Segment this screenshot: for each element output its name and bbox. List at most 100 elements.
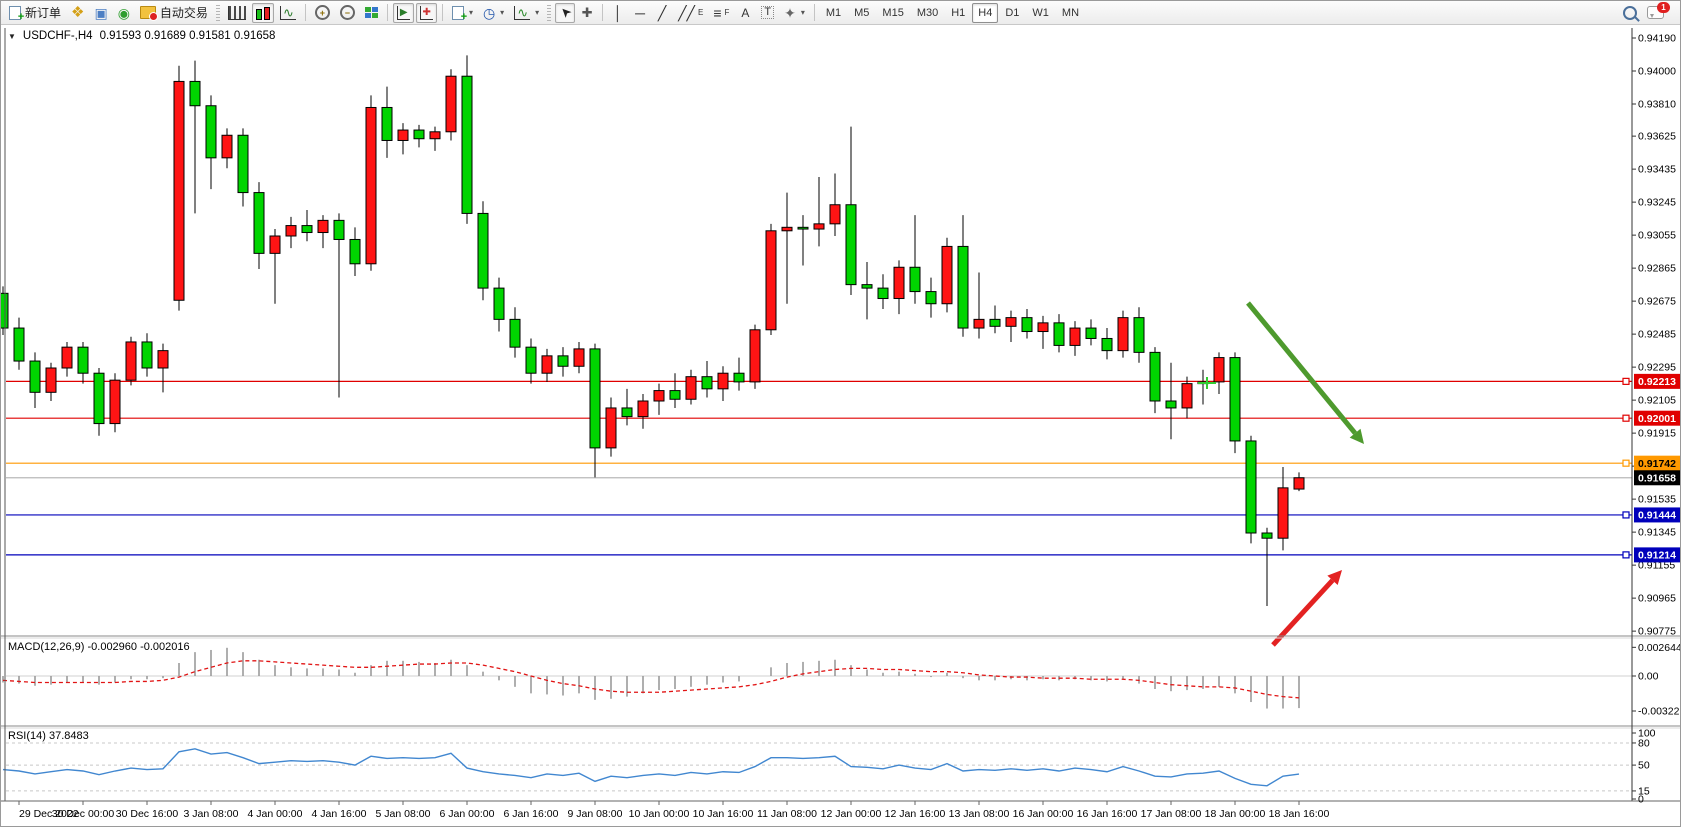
toolbar: + 新订单 ❖ ▣ ◉ 自动交易 ∿ + − ▶ ✚ + ▾ ◷ ▾ ∿ ▾ xyxy=(1,1,1680,25)
line-chart-button[interactable]: ∿ xyxy=(276,3,300,23)
notifications-button[interactable]: 1 xyxy=(1643,2,1670,23)
crosshair-tool-button[interactable]: ✚ xyxy=(577,3,597,23)
svg-text:0.92001: 0.92001 xyxy=(1638,413,1676,425)
chevron-down-icon: ▾ xyxy=(468,8,473,17)
macd-signal-line xyxy=(2,660,1300,699)
wizard-button[interactable]: ❖ xyxy=(67,3,88,23)
chevron-down-icon: ▾ xyxy=(535,8,540,17)
bar-chart-button[interactable] xyxy=(224,3,250,23)
candles-layer xyxy=(1,55,1305,606)
zoom-out-button[interactable]: − xyxy=(336,3,359,23)
svg-text:0.91535: 0.91535 xyxy=(1638,494,1676,506)
time-axis-label: 4 Jan 16:00 xyxy=(312,808,367,820)
new-order-label: 新订单 xyxy=(25,6,62,20)
timeframe-h1-button[interactable]: H1 xyxy=(945,3,971,23)
auto-scroll-icon: ▶ xyxy=(396,5,410,20)
text-tool-button[interactable]: A xyxy=(735,3,755,23)
horizontal-line-tool-button[interactable]: ─ xyxy=(630,3,650,23)
time-axis-label: 6 Jan 00:00 xyxy=(440,808,495,820)
indicators-icon: ∿ xyxy=(514,5,531,20)
bar-chart-icon xyxy=(227,5,246,20)
crosshair-icon: ✚ xyxy=(581,5,593,20)
svg-text:0.94190: 0.94190 xyxy=(1638,33,1676,45)
price-badge xyxy=(1634,470,1680,486)
clock-icon: ◷ xyxy=(482,4,496,21)
rsi-line xyxy=(2,748,1300,787)
time-axis-label: 4 Jan 00:00 xyxy=(248,808,303,820)
chart-menu-caret-icon[interactable]: ▼ xyxy=(8,31,16,41)
chart-shift-icon: ✚ xyxy=(419,5,433,20)
chart-symbol-period: USDCHF-,H4 xyxy=(22,30,93,42)
period-button[interactable]: ◷ ▾ xyxy=(479,3,508,23)
svg-text:15: 15 xyxy=(1638,785,1650,797)
signals-button[interactable]: ◉ xyxy=(114,3,134,23)
timeframe-d1-button[interactable]: D1 xyxy=(999,3,1025,23)
chart-window[interactable]: ▼ USDCHF-,H4 0.91593 0.91689 0.91581 0.9… xyxy=(1,25,1681,827)
time-axis-label: 18 Jan 00:00 xyxy=(1205,808,1266,820)
candlestick-chart-button[interactable] xyxy=(251,2,274,23)
axes-layer: 0.94190 0.94000 0.93810 0.93625 0.93435 0.932… xyxy=(1,28,1681,820)
svg-text:0.90965: 0.90965 xyxy=(1638,593,1676,605)
shapes-tool-button[interactable]: ✦ ▾ xyxy=(780,3,809,23)
zoom-in-icon: + xyxy=(314,5,330,20)
svg-text:-0.003227: -0.003227 xyxy=(1638,706,1681,718)
fibonacci-tool-button[interactable]: ≡ F xyxy=(709,3,733,23)
svg-text:0.92485: 0.92485 xyxy=(1638,329,1676,341)
svg-text:80: 80 xyxy=(1638,737,1650,749)
search-button[interactable] xyxy=(1619,3,1641,23)
timeframe-m1-button[interactable]: M1 xyxy=(820,3,847,23)
macd-values: -0.002960 -0.002016 xyxy=(87,641,190,653)
search-icon xyxy=(1623,5,1637,20)
timeframe-m30-button[interactable]: M30 xyxy=(911,3,944,23)
svg-text:0.91742: 0.91742 xyxy=(1638,458,1676,470)
vertical-line-tool-button[interactable]: │ xyxy=(608,3,628,23)
timeframe-w1-button[interactable]: W1 xyxy=(1026,3,1055,23)
zoom-in-button[interactable]: + xyxy=(311,3,334,23)
svg-text:0.002644: 0.002644 xyxy=(1638,642,1681,654)
price-badge xyxy=(1634,507,1680,523)
timeframe-m5-button[interactable]: M5 xyxy=(848,3,875,23)
timeframe-mn-button[interactable]: MN xyxy=(1056,3,1085,23)
shapes-icon: ✦ xyxy=(784,4,796,21)
time-axis-label: 10 Jan 00:00 xyxy=(629,808,690,820)
zoom-out-icon: − xyxy=(339,5,355,20)
auto-trading-icon xyxy=(139,6,158,21)
channel-icon: ╱╱ xyxy=(678,4,695,21)
rsi-name: RSI(14) xyxy=(8,730,46,742)
auto-trading-button[interactable]: 自动交易 xyxy=(136,3,212,23)
indicators-button[interactable]: ∿ ▾ xyxy=(510,3,543,23)
timeframe-h4-button[interactable]: H4 xyxy=(972,2,999,23)
time-axis-label: 16 Jan 16:00 xyxy=(1077,808,1138,820)
cursor-icon: ➤ xyxy=(555,3,575,22)
time-axis-label: 29 Dec 2022 xyxy=(19,808,79,820)
cursor-tool-button[interactable]: ➤ xyxy=(555,2,576,23)
red-up-arrow xyxy=(1271,578,1335,647)
channel-tool-button[interactable]: ╱╱ E xyxy=(674,3,707,23)
time-axis-label: 10 Jan 16:00 xyxy=(693,808,754,820)
time-axis-label: 18 Jan 16:00 xyxy=(1269,808,1330,820)
toolbar-separator xyxy=(304,4,306,21)
timeframe-m15-button[interactable]: M15 xyxy=(876,3,909,23)
annotations-layer[interactable] xyxy=(1198,301,1364,647)
horizontal-level-lines[interactable] xyxy=(6,377,1632,559)
time-axis-label: 6 Jan 16:00 xyxy=(504,808,559,820)
green-down-arrow xyxy=(1246,301,1358,435)
new-order-icon: + xyxy=(9,5,24,22)
new-order-button[interactable]: + 新订单 xyxy=(5,3,65,23)
auto-scroll-button[interactable]: ▶ xyxy=(392,2,414,23)
chart-shift-button[interactable]: ✚ xyxy=(415,2,437,23)
templates-button[interactable]: + ▾ xyxy=(448,3,477,23)
chat-icon: 1 xyxy=(1647,2,1670,19)
accounts-button[interactable]: ▣ xyxy=(90,3,111,23)
chart-header: ▼ USDCHF-,H4 0.91593 0.91689 0.91581 0.9… xyxy=(8,30,275,42)
trendline-tool-button[interactable]: ╱ xyxy=(652,3,672,23)
signal-icon: ◉ xyxy=(117,4,130,21)
label-tool-button[interactable]: T xyxy=(757,3,778,23)
tile-windows-button[interactable] xyxy=(361,3,382,23)
price-chart-canvas[interactable]: 0.94190 0.94000 0.93810 0.93625 0.93435 0.932… xyxy=(1,25,1681,827)
text-tool-icon: A xyxy=(741,5,750,20)
macd-name: MACD(12,26,9) xyxy=(8,641,85,653)
time-axis-label: 16 Jan 00:00 xyxy=(1013,808,1074,820)
rsi-value: 37.8483 xyxy=(48,730,89,742)
